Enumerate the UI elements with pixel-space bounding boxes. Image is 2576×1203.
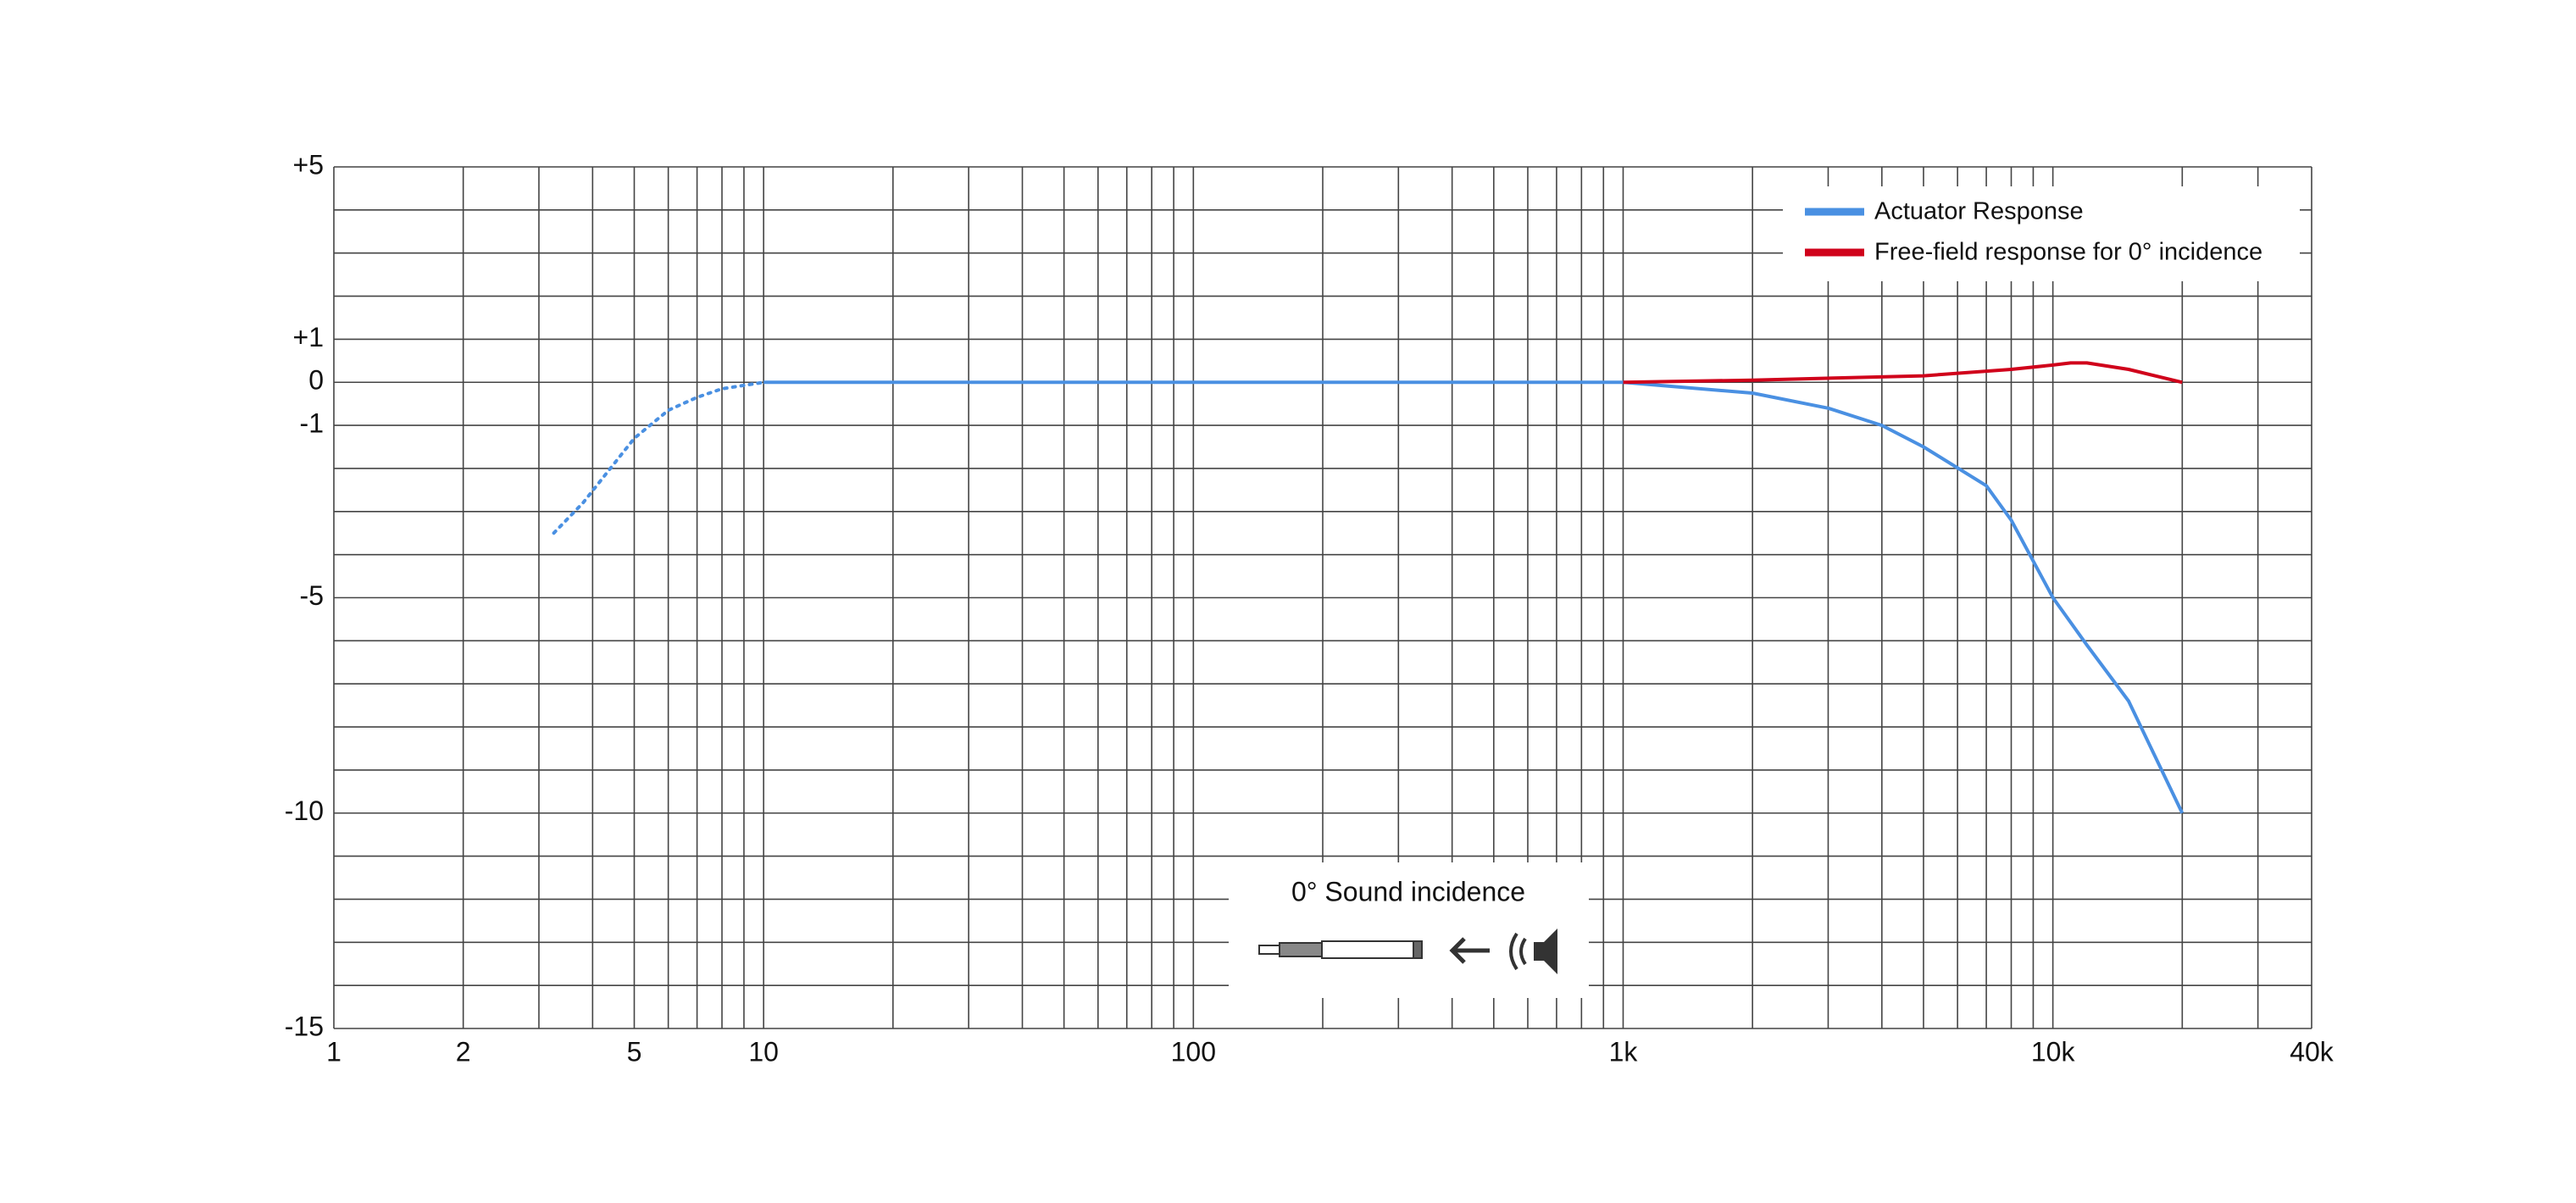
y-tick-label: -1 [300, 408, 324, 439]
lines [552, 361, 2185, 814]
y-tick-label: +5 [293, 149, 324, 180]
series-line [552, 380, 766, 535]
x-tick-label: 100 [1171, 1036, 1216, 1067]
grid: 1 2 5 10 100 1k 10k 40k +5 +1 0 -1 -5 -10 -15 [285, 149, 2334, 1067]
legend-box [1783, 186, 2300, 281]
incidence-inset: 0° Sound incidence [1229, 862, 1589, 998]
x-tick-label: 10 [748, 1036, 779, 1067]
x-tick-label: 10k [2031, 1036, 2076, 1067]
y-tick-label: 0 [308, 365, 324, 396]
y-tick-label: -15 [285, 1011, 324, 1041]
series-line [1623, 361, 2183, 385]
legend: Actuator Response Free-field response fo… [1783, 186, 2300, 281]
inset-box [1229, 862, 1589, 998]
x-tick-label: 1k [1609, 1036, 1639, 1067]
x-tick-label: 40k [2290, 1036, 2334, 1067]
y-tick-label: -5 [300, 580, 324, 611]
x-tick-label: 5 [627, 1036, 642, 1067]
annotation: 0° Sound incidence [1291, 876, 1525, 906]
legend-label: Free-field response for 0° incidence [1874, 239, 2262, 266]
x-tick-label: 1 [326, 1036, 341, 1067]
legend-label: Actuator Response [1874, 198, 2084, 225]
arrow-icon [1449, 937, 1490, 964]
y-tick-label: -10 [285, 796, 324, 826]
x-tick-label: 2 [456, 1036, 471, 1067]
speaker-icon [1509, 929, 1557, 974]
y-tick-label: +1 [293, 322, 324, 352]
microphone-icon [1258, 940, 1423, 959]
